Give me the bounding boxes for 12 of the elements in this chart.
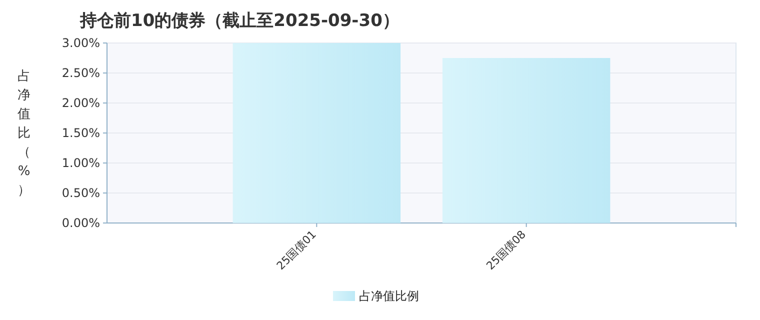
y-tick-label: 0.50%: [62, 186, 100, 200]
legend-label: 占净值比例: [359, 289, 419, 303]
y-axis-title: 占净值比（%）: [18, 69, 30, 198]
x-tick-label: 25国债08: [484, 228, 528, 272]
y-tick-label: 2.50%: [62, 66, 100, 80]
y-tick-label: 2.00%: [62, 96, 100, 110]
x-tick-label: 25国债01: [274, 228, 319, 272]
y-tick-label: 1.50%: [62, 126, 100, 140]
y-tick-label: 0.00%: [62, 216, 100, 230]
y-tick-label: 3.00%: [62, 36, 100, 50]
chart-title: 持仓前10的债券（截止至2025-09-30）: [79, 11, 400, 31]
y-tick-label: 1.00%: [62, 156, 100, 170]
